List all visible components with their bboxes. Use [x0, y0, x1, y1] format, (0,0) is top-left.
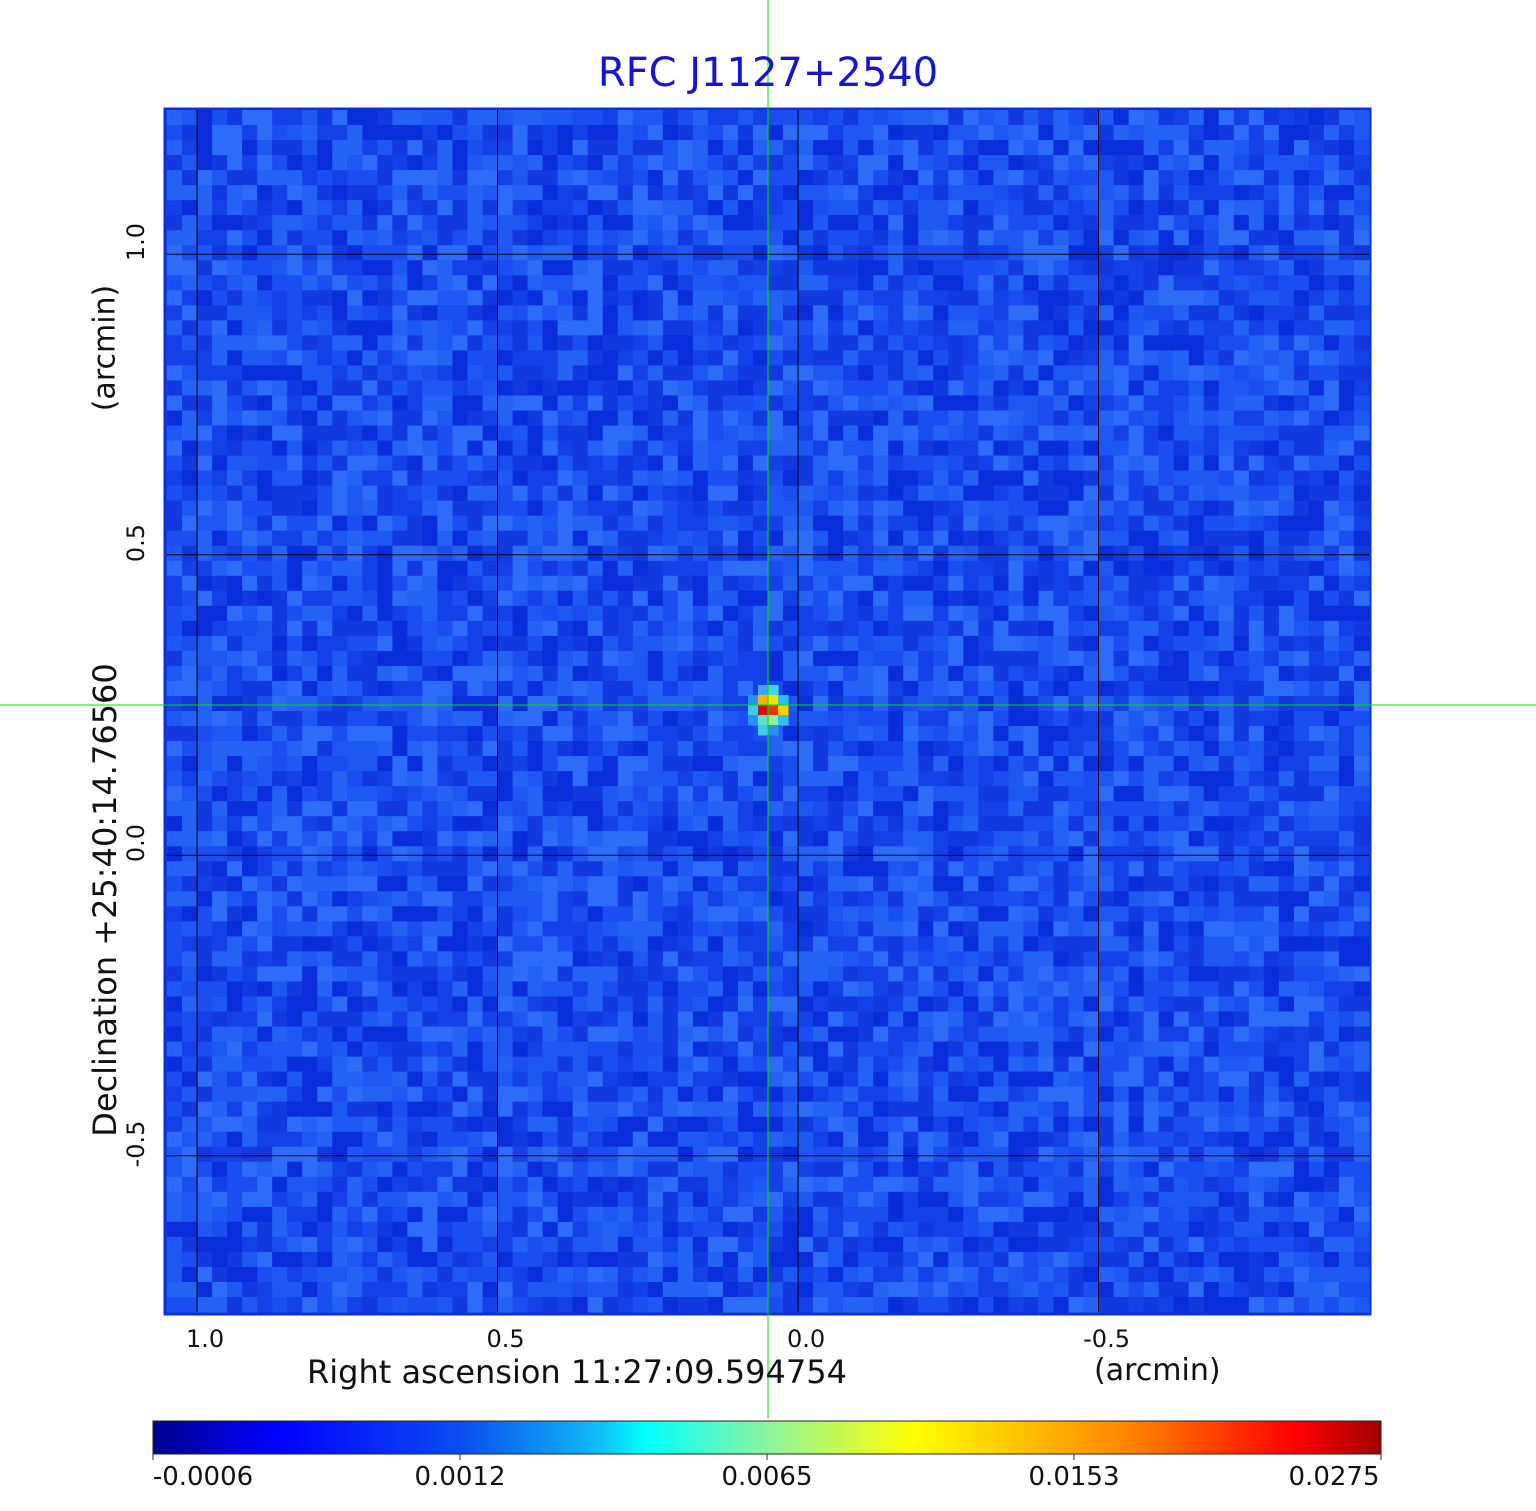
- colorbar-label: 0.0065: [721, 1462, 813, 1492]
- x-tick-label: 1.0: [185, 1325, 225, 1353]
- x-tick-label: -0.5: [1083, 1325, 1130, 1353]
- y-tick-label: 0.0: [122, 824, 150, 863]
- y-tick-label: -0.5: [122, 1120, 150, 1168]
- x-tick-label: 0.0: [786, 1325, 826, 1353]
- colorbar-label: 0.0275: [1288, 1462, 1380, 1492]
- noise-pixels: [167, 110, 1370, 1313]
- colorbar-label: -0.0006: [152, 1462, 254, 1492]
- y-tick-label: 0.5: [122, 523, 150, 562]
- x-tick-label: 0.5: [486, 1325, 525, 1353]
- colorbar: [152, 1420, 1382, 1455]
- colorbar-ticks: [152, 1454, 1382, 1460]
- x-axis-unit: (arcmin): [1094, 1353, 1221, 1388]
- radio-source: [748, 684, 789, 736]
- x-axis-label: Right ascension 11:27:09.594754: [307, 1353, 847, 1391]
- colorbar-label: 0.0012: [414, 1462, 506, 1492]
- plot-title: RFC J1127+2540: [597, 50, 939, 96]
- y-axis-label: Declination +25:40:14.76560: [86, 663, 124, 1137]
- colorbar-label: 0.0153: [1028, 1462, 1120, 1492]
- y-axis-unit: (arcmin): [87, 284, 123, 412]
- crosshair: [0, 0, 1536, 1418]
- y-tick-label: 1.0: [122, 223, 150, 262]
